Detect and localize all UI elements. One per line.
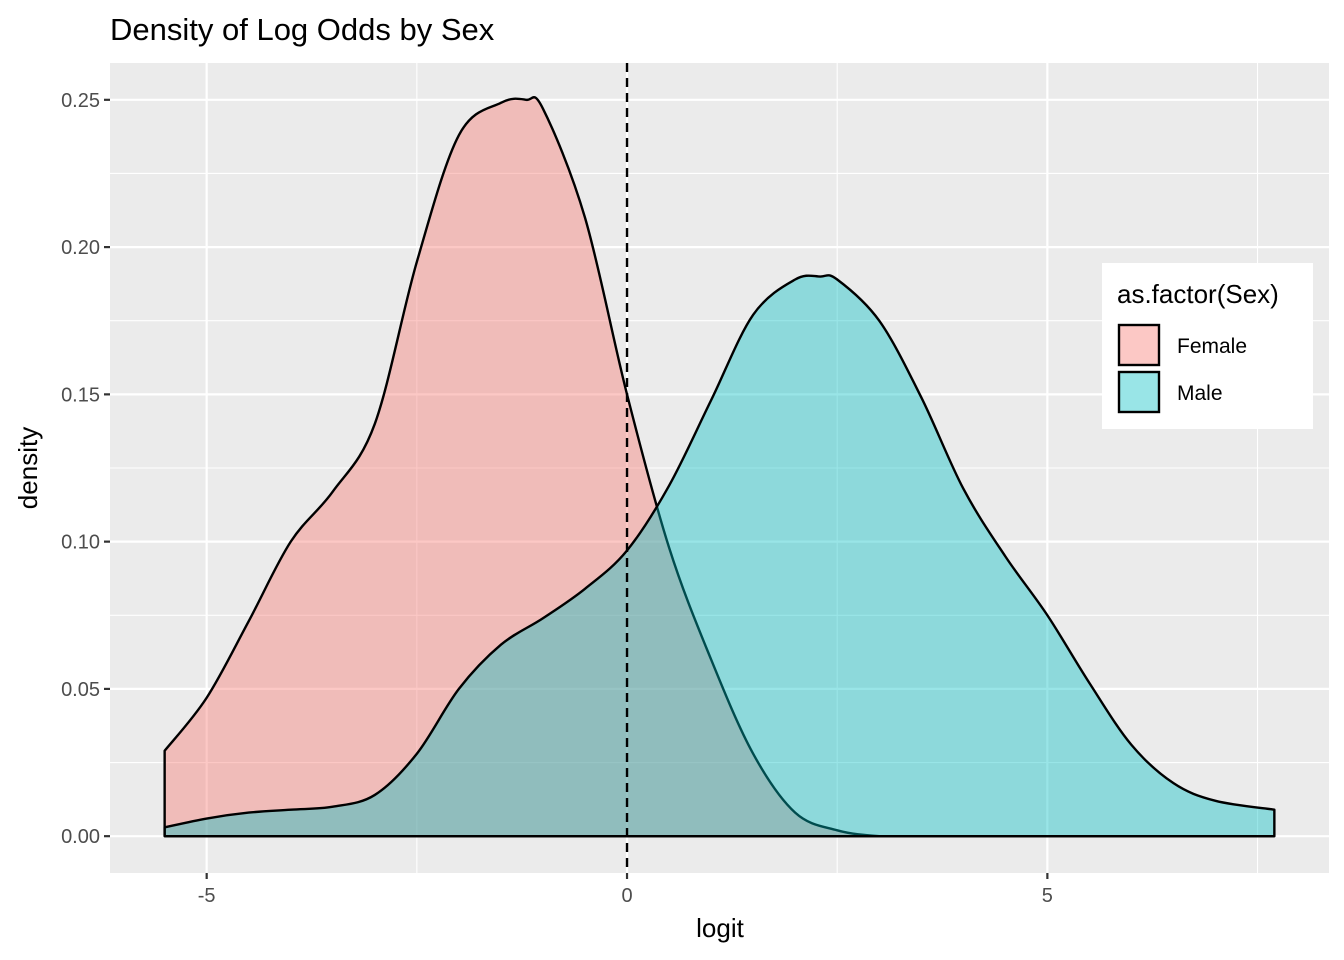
y-tick-label: 0.00 <box>61 826 100 848</box>
y-tick-label: 0.20 <box>61 237 100 259</box>
x-tick-label: 0 <box>621 885 632 907</box>
legend-key-female <box>1117 323 1161 367</box>
density-areas <box>163 96 1276 838</box>
legend-label-male: Male <box>1177 382 1223 405</box>
legend-title: as.factor(Sex) <box>1117 279 1279 309</box>
legend-key-male <box>1117 370 1161 414</box>
x-axis: -5 0 5 <box>198 873 1053 907</box>
density-area-male <box>163 274 1276 838</box>
y-axis-title: density <box>13 427 43 509</box>
legend-items: Female Male <box>1117 323 1247 414</box>
y-tick-label: 0.25 <box>61 90 100 112</box>
y-tick-label: 0.10 <box>61 532 100 554</box>
legend-label-female: Female <box>1177 335 1247 358</box>
y-axis: 0.00 0.05 0.10 0.15 0.20 0.25 <box>61 90 110 848</box>
legend: as.factor(Sex) Female Male <box>1102 263 1313 429</box>
x-tick-label: -5 <box>198 885 216 907</box>
chart-title: Density of Log Odds by Sex <box>110 12 495 47</box>
x-tick-label: 5 <box>1042 885 1053 907</box>
y-tick-label: 0.15 <box>61 384 100 406</box>
legend-key-background <box>1118 371 1160 413</box>
legend-key-background <box>1118 324 1160 366</box>
x-axis-title: logit <box>696 913 744 943</box>
y-tick-label: 0.05 <box>61 679 100 701</box>
